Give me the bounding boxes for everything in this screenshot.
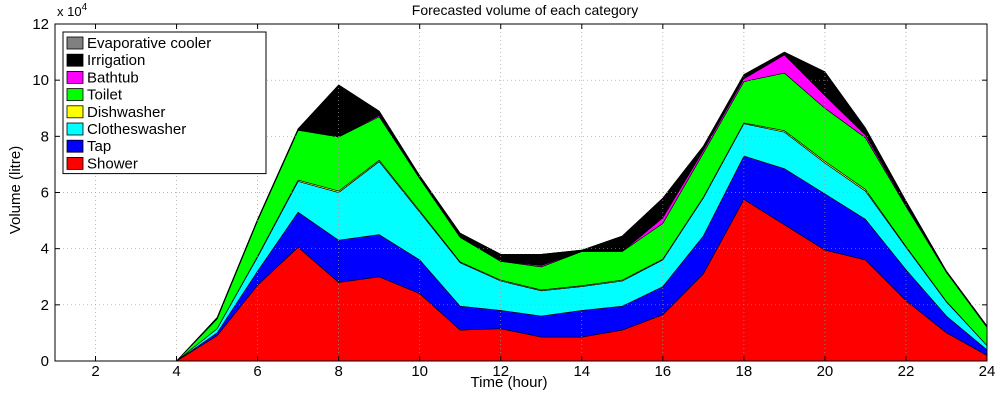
x-tick-label: 8: [334, 363, 342, 380]
x-tick-label: 18: [736, 363, 753, 380]
x-tick-label: 2: [91, 363, 99, 380]
legend-swatch: [66, 36, 84, 50]
x-tick-label: 4: [172, 363, 180, 380]
legend-swatch: [66, 88, 84, 101]
legend-label: Shower: [87, 155, 138, 172]
x-tick-label: 20: [817, 363, 834, 380]
x-tick-label: 24: [979, 363, 996, 380]
legend-swatch: [66, 105, 84, 119]
legend-label: Dishwasher: [87, 104, 165, 121]
x-tick-label: 10: [411, 363, 428, 380]
legend-swatch: [66, 122, 84, 136]
x-tick-label: 6: [253, 363, 261, 380]
y-tick-label: 6: [41, 185, 49, 202]
legend-label: Bathtub: [87, 69, 139, 86]
y-tick-label: 4: [41, 241, 49, 258]
y-axis-label: Volume (litre): [7, 146, 24, 234]
legend-swatch: [66, 139, 84, 153]
x-axis: 2 4 6 8 10 12 14 16 18 20 22 24: [91, 24, 995, 380]
legend: Evaporative coolerIrrigationBathtubToile…: [62, 31, 267, 175]
y-tick-label: 0: [41, 353, 49, 370]
legend-box: [62, 31, 267, 175]
grid-lines: [55, 24, 987, 361]
legend-label: Evaporative cooler: [87, 35, 211, 52]
x-tick-label: 12: [492, 363, 509, 380]
plot-areas: [55, 51, 988, 362]
legend-label: Clotheswasher: [87, 121, 186, 138]
y-exponent-label: x 104: [57, 2, 88, 19]
x-tick-label: 14: [573, 363, 590, 380]
legend-swatch: [66, 156, 84, 170]
x-tick-label: 16: [654, 363, 671, 380]
y-tick-label: 12: [32, 16, 49, 33]
x-tick-label: 22: [898, 363, 915, 380]
y-tick-label: 8: [41, 128, 49, 145]
legend-swatch: [66, 71, 84, 84]
legend-label: Irrigation: [87, 52, 145, 69]
legend-label: Toilet: [87, 87, 123, 104]
x-axis-label: Time (hour): [471, 374, 548, 391]
chart-title: Forecasted volume of each category: [412, 2, 638, 18]
legend-label: Tap: [87, 138, 111, 155]
legend-swatch: [66, 53, 84, 67]
y-tick-label: 10: [32, 72, 49, 89]
y-axis: 0 2 4 6 8 10 12: [32, 16, 987, 370]
y-tick-label: 2: [41, 297, 49, 314]
